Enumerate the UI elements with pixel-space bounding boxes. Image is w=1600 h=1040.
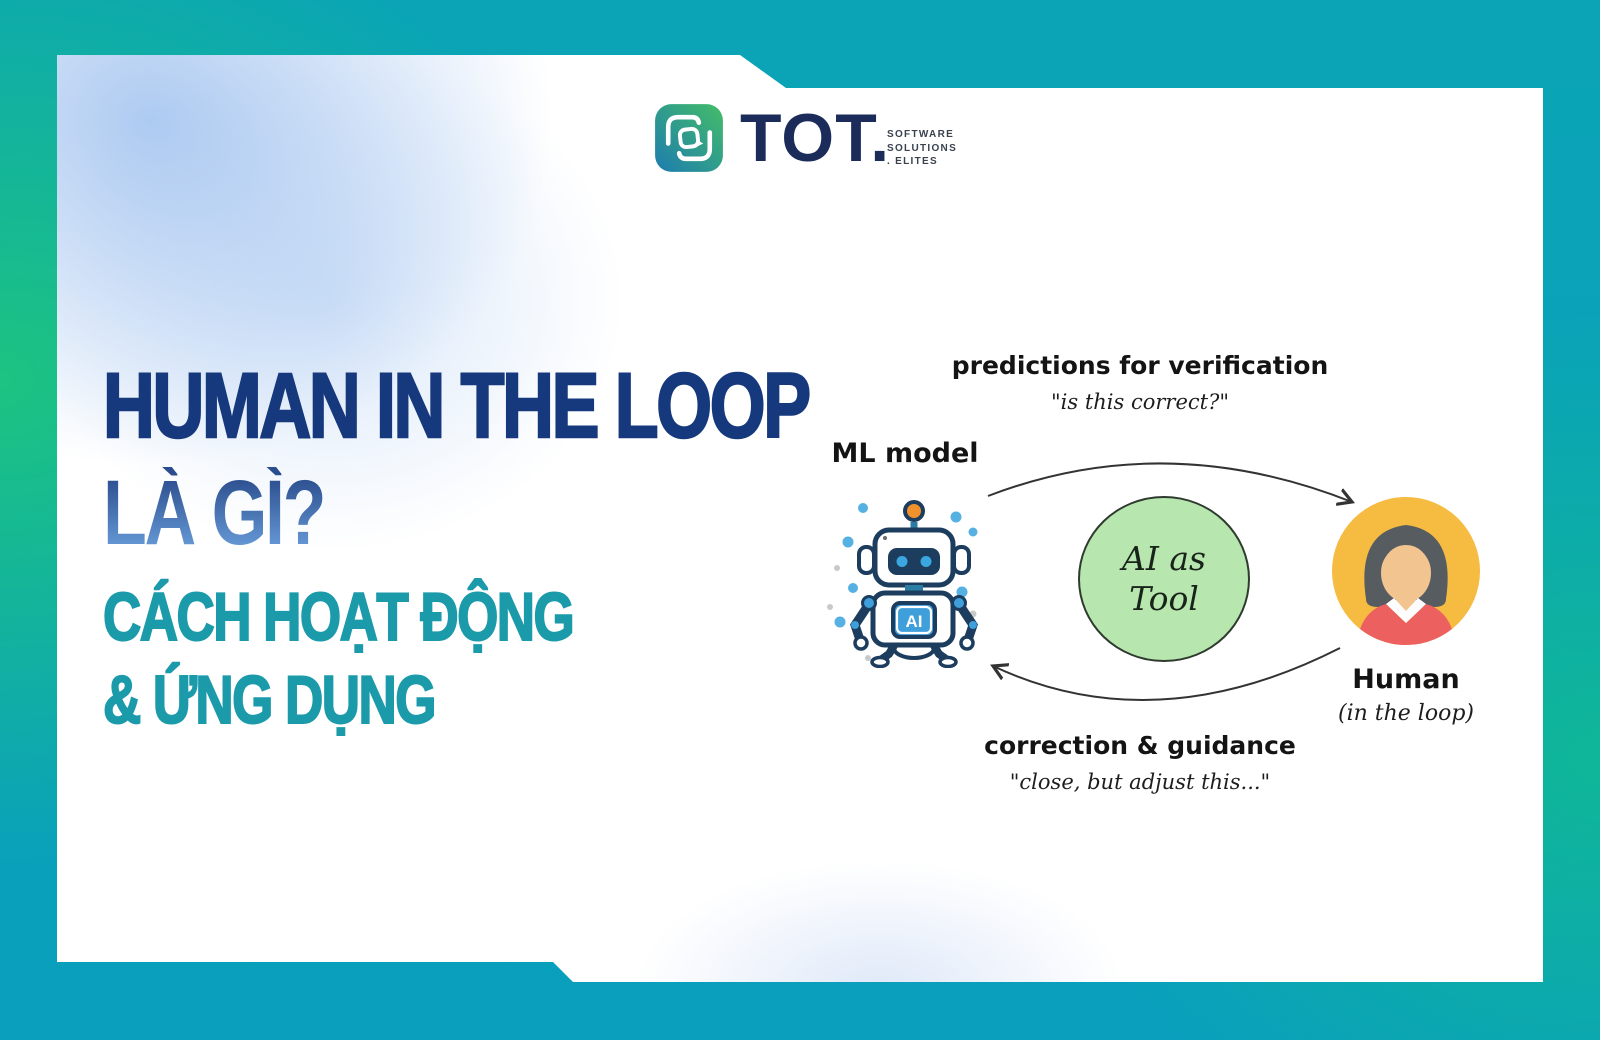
- circle-text-line-1: AI as: [1122, 539, 1206, 578]
- title-line-1: HUMAN IN THE LOOP: [102, 355, 1008, 457]
- loop-arrows: [987, 462, 1400, 701]
- human-avatar: [1332, 497, 1480, 645]
- top-flow-quote: "is this correct?": [1051, 390, 1229, 414]
- arrow-model-to-human: [987, 462, 1352, 502]
- human-label: Human: [1352, 664, 1460, 695]
- title-line-3: CÁCH HOẠT ĐỘNG: [102, 579, 706, 655]
- ai-as-tool-circle: AI as Tool: [1078, 496, 1250, 662]
- title-line-2: LÀ GÌ?: [103, 467, 387, 559]
- title-line-3-text: CÁCH HOẠT ĐỘNG: [102, 579, 575, 655]
- robot-badge-text: AI: [906, 612, 923, 631]
- top-flow-label: predictions for verification: [951, 351, 1329, 380]
- tagline-line-1: SOFTWARE: [887, 129, 955, 140]
- loop-sync-icon: [655, 104, 723, 172]
- robot-icon: AI: [827, 500, 978, 668]
- arrow-human-to-model: [993, 647, 1341, 701]
- title-line-4: & ỨNG DỤNG: [102, 662, 529, 738]
- title-line-2-text: LÀ GÌ?: [103, 462, 326, 564]
- brand-tagline: SOFTWARE SOLUTIONS . ELITES: [887, 128, 957, 169]
- brand-wordmark: TOT.: [740, 100, 891, 176]
- title-line-1-text: HUMAN IN THE LOOP: [102, 355, 812, 457]
- bottom-flow-quote: "close, but adjust this...": [1009, 770, 1271, 794]
- human-sublabel: (in the loop): [1338, 701, 1474, 726]
- title-line-4-text: & ỨNG DỤNG: [102, 662, 437, 738]
- ml-model-label: ML model: [831, 438, 979, 469]
- bottom-flow-label: correction & guidance: [984, 731, 1296, 760]
- circle-text-line-2: Tool: [1129, 579, 1199, 618]
- tagline-line-3: . ELITES: [887, 156, 938, 167]
- tagline-line-2: SOLUTIONS: [887, 142, 958, 154]
